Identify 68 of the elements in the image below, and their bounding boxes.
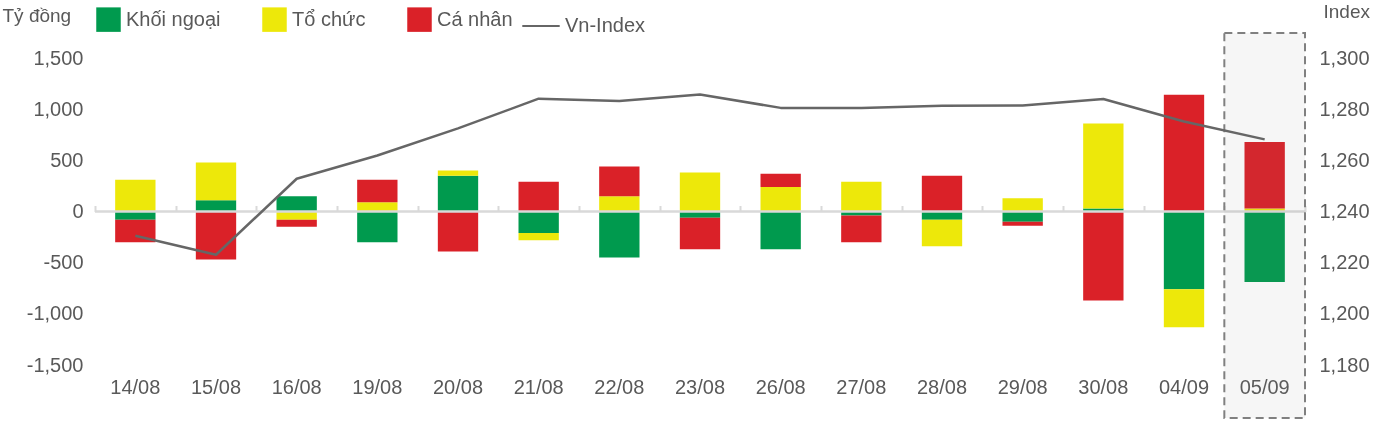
y2-tick-label: 1,280: [1319, 97, 1370, 120]
x-tick-label: 05/09: [1239, 375, 1290, 398]
bar: [357, 179, 398, 203]
bar: [921, 175, 963, 212]
bar: [518, 211, 559, 233]
legend-label: Cá nhân: [437, 7, 513, 30]
bar: [921, 219, 963, 247]
x-tick-label: 23/08: [674, 375, 726, 398]
x-tick-label: 21/08: [513, 375, 564, 398]
x-tick-label: 26/08: [755, 375, 806, 398]
x-tick-label: 27/08: [836, 375, 887, 398]
bar: [679, 217, 721, 250]
y2-tick-label: 1,240: [1319, 200, 1370, 222]
bar: [1002, 221, 1043, 226]
x-tick-label: 04/09: [1158, 375, 1210, 398]
y-tick-label: 0: [72, 200, 84, 222]
x-tick-label: 15/08: [190, 375, 242, 398]
bar: [679, 172, 721, 212]
x-tick-label: 16/08: [271, 375, 322, 398]
x-tick-label: 29/08: [997, 375, 1048, 398]
bar: [599, 166, 640, 197]
y2-tick-label: 1,200: [1319, 302, 1370, 325]
bar: [518, 232, 559, 241]
y-tick-label: -500: [43, 251, 84, 274]
bar: [760, 211, 801, 250]
bar: [599, 211, 640, 258]
bar: [1163, 289, 1205, 328]
bar: [1163, 94, 1205, 212]
x-tick-label: 28/08: [916, 375, 968, 398]
y-tick-label: 500: [50, 148, 84, 171]
legend-label: Vn-Index: [565, 14, 646, 36]
bar: [115, 179, 156, 212]
bar: [195, 162, 237, 201]
y-tick-label: 1,000: [33, 97, 84, 120]
y-tick-label: 1,500: [33, 46, 84, 69]
bar: [841, 181, 882, 212]
y2-axis-title: Index: [1323, 0, 1371, 22]
x-tick-label: 30/08: [1078, 375, 1129, 398]
y2-tick-label: 1,220: [1319, 251, 1370, 274]
y2-tick-label: 1,300: [1319, 46, 1370, 69]
bar: [195, 211, 237, 260]
bar: [437, 211, 479, 252]
legend-label: Tổ chức: [292, 7, 366, 30]
bar: [1244, 211, 1285, 283]
bar: [1244, 141, 1285, 209]
x-tick-label: 22/08: [594, 375, 645, 398]
bar: [518, 181, 559, 212]
y-tick-label: -1,500: [26, 353, 84, 376]
bar: [760, 186, 801, 212]
bar: [276, 219, 317, 227]
bar: [1083, 123, 1124, 209]
x-tick-label: 19/08: [352, 375, 403, 398]
bar: [1083, 211, 1124, 301]
line-series: [134, 93, 1266, 256]
y-axis-title: Tỷ đồng: [2, 4, 72, 26]
bar: [760, 173, 801, 187]
y2-tick-label: 1,180: [1319, 353, 1370, 376]
bar: [437, 175, 479, 212]
x-tick-label: 14/08: [110, 375, 161, 398]
x-tick-label: 20/08: [432, 375, 484, 398]
y2-tick-label: 1,260: [1319, 148, 1370, 171]
bar: [841, 215, 882, 243]
bar: [115, 219, 156, 243]
bar: [357, 211, 398, 243]
y-tick-label: -1,000: [26, 302, 84, 325]
bar: [437, 170, 479, 176]
bar: [1163, 211, 1205, 290]
legend-label: Khối ngoại: [126, 7, 221, 30]
